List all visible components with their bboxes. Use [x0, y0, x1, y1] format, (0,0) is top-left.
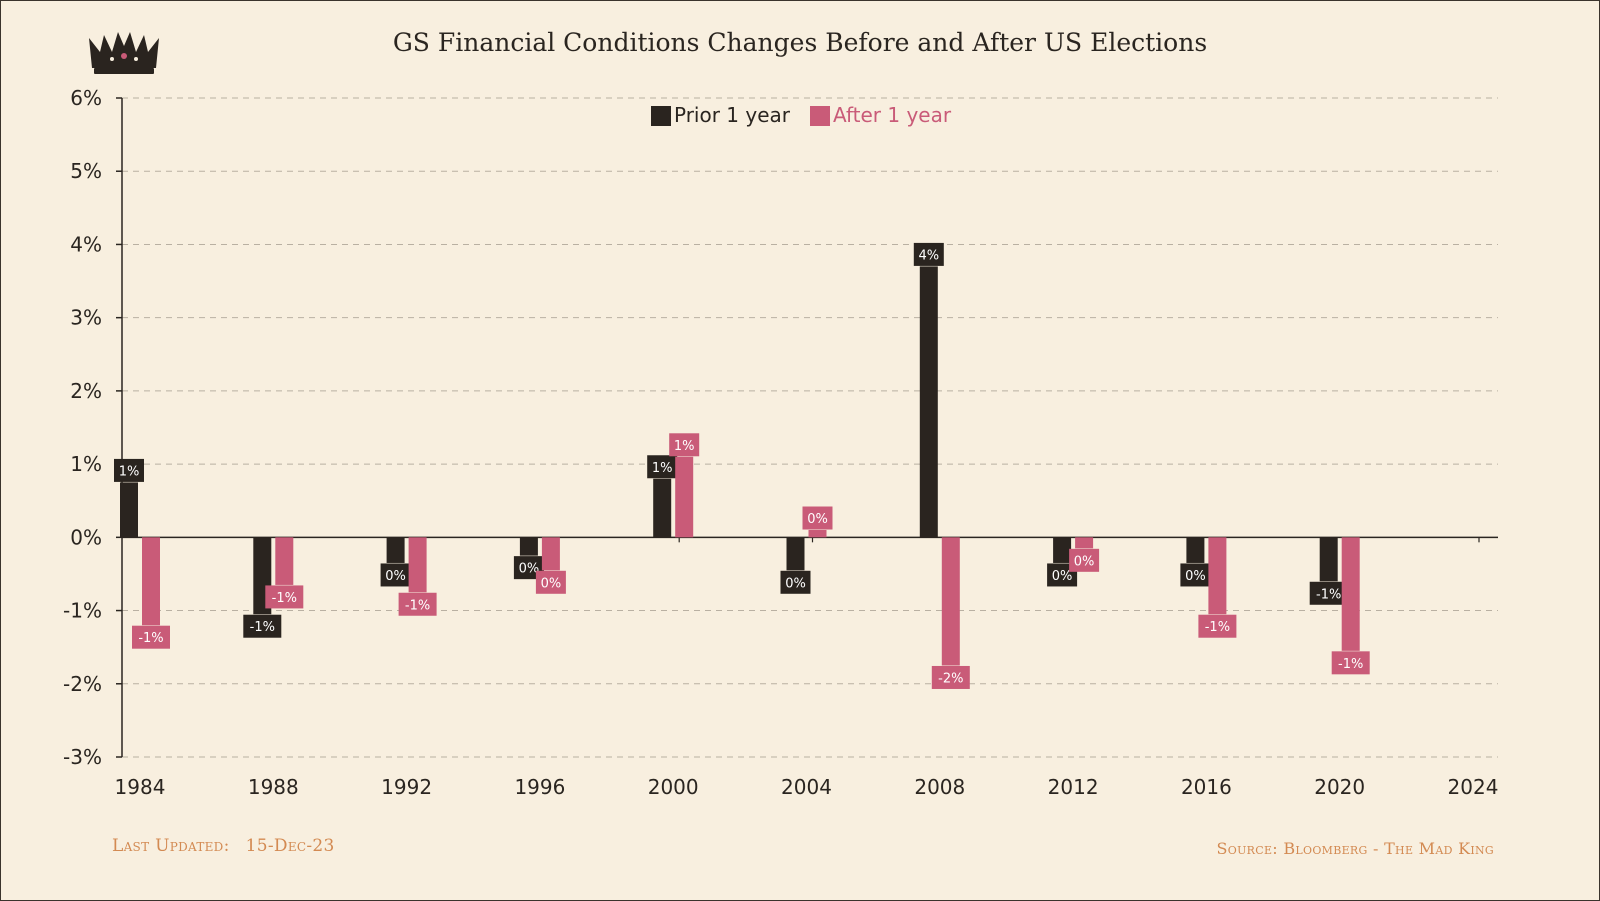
x-tick-label: 1992: [381, 775, 432, 799]
legend-swatch: [651, 106, 671, 126]
bar-prior: [786, 537, 805, 571]
bar-prior: [120, 482, 138, 538]
data-label: -1%: [405, 598, 430, 613]
data-label: 0%: [1185, 569, 1206, 584]
data-label-box: [132, 625, 170, 649]
data-label: 0%: [385, 569, 406, 584]
x-tick-label: 2024: [1448, 775, 1499, 799]
legend-label: After 1 year: [833, 103, 952, 127]
bar-after: [1075, 537, 1094, 549]
y-tick-label: 4%: [70, 232, 102, 256]
data-label-box: [802, 506, 833, 530]
x-tick-label: 2000: [648, 775, 699, 799]
data-label-box: [1069, 548, 1100, 572]
crown-logo: [88, 30, 160, 80]
bar-prior: [653, 478, 672, 538]
data-label-box: [669, 433, 700, 457]
data-label: -1%: [250, 620, 275, 635]
x-tick-label: 2016: [1181, 775, 1232, 799]
x-tick-label: 2004: [781, 775, 832, 799]
y-tick-label: 2%: [70, 379, 102, 403]
data-label-box: [1309, 581, 1348, 605]
y-tick-label: -3%: [63, 745, 102, 769]
data-label: 0%: [1074, 554, 1095, 569]
last-updated-value: 15-Dec-23: [245, 836, 335, 856]
data-label-box: [1180, 563, 1211, 587]
source-note: Source: Bloomberg - The Mad King: [1216, 839, 1494, 858]
legend-swatch: [810, 106, 830, 126]
last-updated: Last Updated: 15-Dec-23: [112, 836, 335, 856]
data-label-box: [913, 242, 944, 266]
data-label-box: [647, 455, 678, 479]
data-label: -1%: [1205, 620, 1230, 635]
bar-after: [142, 537, 160, 626]
bar-after: [275, 537, 294, 585]
x-tick-label: 1988: [248, 775, 299, 799]
data-label-box: [535, 570, 566, 594]
data-label-box: [931, 665, 970, 689]
y-tick-label: -2%: [63, 672, 102, 696]
data-label: 0%: [541, 576, 562, 591]
bar-prior: [519, 537, 538, 556]
bar-after: [1341, 537, 1360, 651]
y-tick-label: 5%: [70, 159, 102, 183]
x-tick-label: 1996: [514, 775, 565, 799]
data-label: -1%: [1338, 657, 1363, 672]
data-label: 1%: [674, 439, 695, 454]
bar-prior: [1186, 537, 1205, 563]
data-label: 1%: [652, 461, 673, 476]
chart-title: GS Financial Conditions Changes Before a…: [392, 28, 1208, 57]
bar-prior: [1319, 537, 1338, 582]
bar-after: [941, 537, 960, 666]
x-tick-label: 2008: [914, 775, 965, 799]
data-label-box: [243, 614, 282, 638]
data-label: -1%: [138, 631, 163, 646]
last-updated-label: Last Updated:: [112, 836, 230, 856]
data-label-box: [114, 458, 144, 482]
data-label-box: [780, 570, 811, 594]
data-label-box: [1198, 614, 1237, 638]
bar-after: [808, 530, 827, 538]
data-label-box: [1331, 651, 1370, 675]
bar-prior: [386, 537, 405, 563]
data-label-box: [265, 585, 304, 609]
bar-prior: [919, 266, 938, 538]
data-label: -1%: [1316, 587, 1341, 602]
data-label: -2%: [938, 671, 963, 686]
crown-icon: [89, 32, 159, 74]
data-label-box: [380, 563, 411, 587]
data-label: 0%: [785, 576, 806, 591]
y-tick-label: 1%: [70, 452, 102, 476]
data-label: -1%: [272, 591, 297, 606]
bar-after: [541, 537, 560, 571]
data-label: 4%: [918, 248, 939, 263]
y-tick-label: 3%: [70, 306, 102, 330]
y-tick-label: 0%: [70, 525, 102, 549]
x-tick-label: 2020: [1314, 775, 1365, 799]
bar-after: [408, 537, 427, 593]
y-tick-label: -1%: [63, 599, 102, 623]
data-label: 0%: [807, 512, 828, 527]
x-tick-label: 1984: [115, 775, 166, 799]
bar-prior: [1053, 537, 1072, 563]
data-label: 0%: [519, 562, 540, 577]
bar-after: [1208, 537, 1227, 615]
data-label: 1%: [119, 464, 140, 479]
legend-label: Prior 1 year: [674, 103, 791, 127]
data-label-box: [398, 592, 437, 616]
data-label: 0%: [1052, 569, 1073, 584]
bar-after: [675, 456, 694, 538]
x-tick-label: 2012: [1048, 775, 1099, 799]
y-tick-label: 6%: [70, 86, 102, 110]
